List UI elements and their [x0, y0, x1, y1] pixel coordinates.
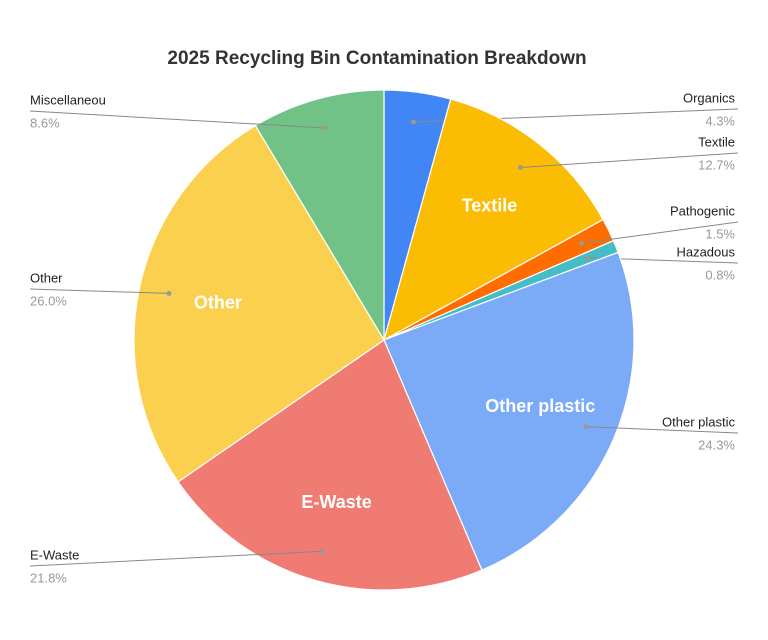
leader-line	[520, 152, 739, 168]
legend-label: Textile	[698, 134, 735, 149]
leader-line	[29, 110, 326, 129]
leader-dot	[166, 290, 172, 296]
value-label: 0.8%	[705, 267, 735, 282]
legend-label: Miscellaneou	[30, 92, 106, 107]
leader-line	[29, 550, 323, 567]
leader-dot	[322, 125, 328, 131]
leader-dot	[583, 424, 589, 430]
leader-line	[581, 221, 739, 244]
leader-dot	[585, 255, 591, 261]
leader-dot	[320, 548, 326, 554]
leader-dot	[411, 119, 417, 125]
value-label: 12.7%	[698, 157, 735, 172]
leader-line	[586, 426, 739, 434]
slice-label: Textile	[462, 195, 518, 215]
slice-label: Other plastic	[485, 396, 595, 416]
chart-title: 2025 Recycling Bin Contamination Breakdo…	[167, 48, 586, 69]
legend-label: Hazadous	[676, 244, 735, 259]
slice-label: Other	[194, 293, 242, 313]
slice-label: E-Waste	[301, 492, 371, 512]
leader-dot	[517, 164, 523, 170]
legend-label: Other plastic	[662, 414, 735, 429]
pie-slice	[383, 251, 635, 571]
value-label: 4.3%	[705, 113, 735, 128]
pie-slice	[177, 339, 483, 591]
pie-slice	[254, 89, 385, 343]
leader-line	[29, 288, 170, 294]
value-label: 1.5%	[705, 226, 735, 241]
value-label: 8.6%	[30, 115, 60, 130]
legend-label: Other	[30, 270, 63, 285]
pie-slice	[383, 98, 604, 342]
value-label: 26.0%	[30, 293, 67, 308]
leader-dot	[579, 240, 585, 246]
legend-label: E-Waste	[30, 547, 79, 562]
legend-label: Organics	[683, 90, 736, 105]
value-label: 24.3%	[698, 437, 735, 452]
value-label: 21.8%	[30, 570, 67, 585]
pie-slice	[133, 124, 385, 483]
legend-label: Pathogenic	[670, 203, 736, 218]
